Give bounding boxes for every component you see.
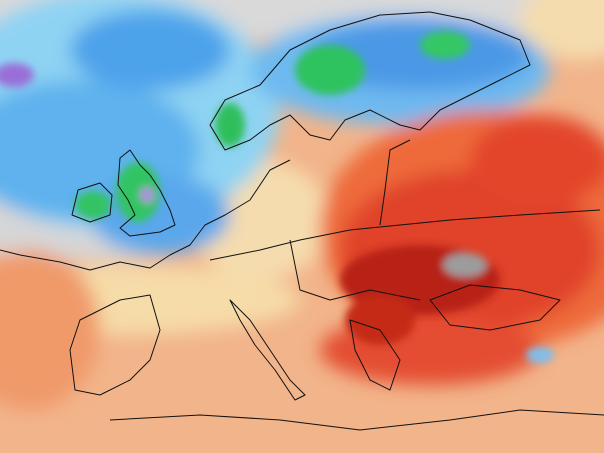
deep-blue-scandinavia [310, 20, 530, 90]
blue-spot [526, 347, 554, 363]
anomaly-blobs [0, 0, 604, 410]
borders-baltic [379, 139, 411, 226]
anomaly-cores [0, 31, 554, 363]
borders [209, 209, 601, 261]
greece-outline [349, 319, 401, 391]
coastlines [0, 11, 604, 431]
green-britain [116, 162, 160, 222]
yellow-ne [520, 0, 604, 60]
italy-outline [229, 299, 306, 401]
orange-iberia-west [0, 250, 100, 410]
britain-outline [117, 149, 176, 237]
blue-uk [90, 175, 230, 255]
green-ireland [75, 191, 111, 219]
darkred-balkans [345, 295, 415, 345]
north-africa-coast [109, 409, 604, 431]
green-finland [420, 31, 470, 59]
green-norway [295, 45, 365, 95]
continental-coast [0, 159, 291, 271]
purple-britain [140, 187, 154, 203]
scandinavia-outline [209, 11, 531, 151]
blue-north [70, 10, 230, 90]
borders-south [289, 239, 421, 301]
iberia-outline [69, 294, 161, 396]
red-russia [470, 115, 604, 205]
purple-iceland [0, 63, 34, 87]
black-sea-outline [429, 284, 561, 331]
ireland-outline [71, 182, 113, 223]
gray-extreme [443, 253, 487, 277]
green-sw-norway [215, 103, 245, 147]
